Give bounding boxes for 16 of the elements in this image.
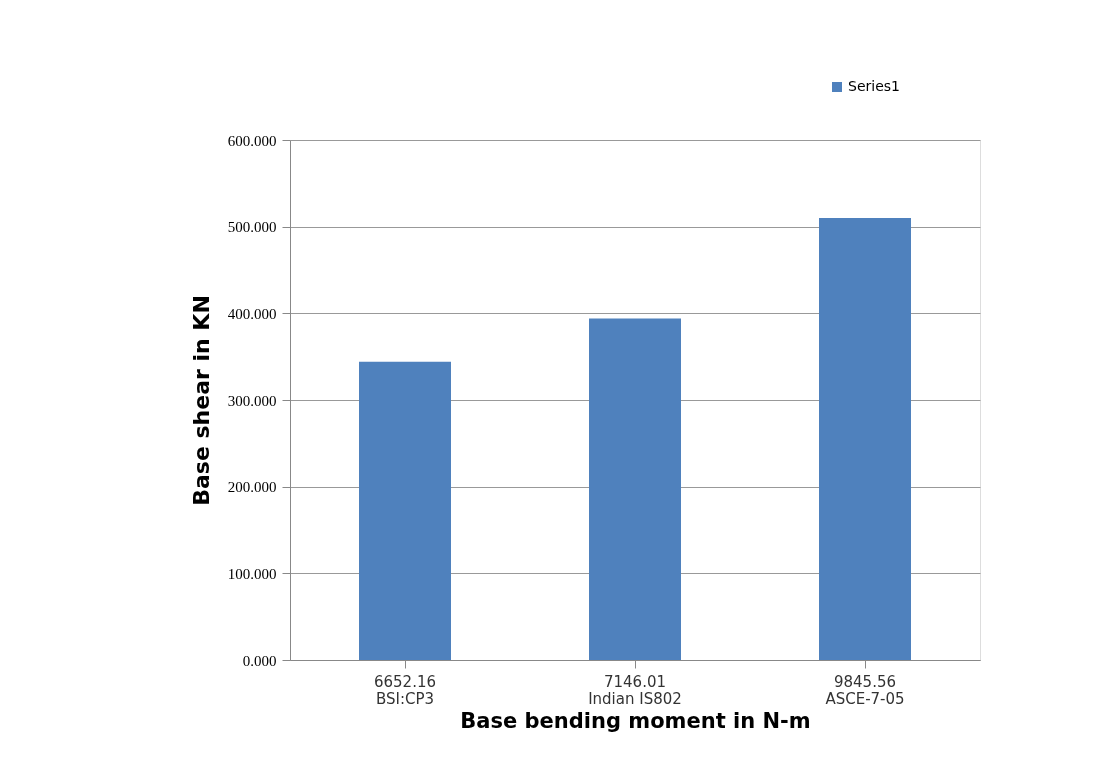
y-tick-label: 300.000: [227, 392, 277, 409]
y-tick-label: 100.000: [227, 565, 277, 582]
y-tick-label: 0.000: [242, 652, 277, 669]
bar: [359, 361, 451, 660]
y-tick-label: 600.000: [227, 132, 277, 149]
y-tick-label: 400.000: [227, 305, 277, 322]
x-axis-title: Base bending moment in N-m: [460, 708, 811, 733]
x-tick-label: 9845.56 ASCE-7-05: [825, 672, 905, 708]
legend-label: Series1: [848, 78, 900, 94]
x-tick-label: 6652.16 BSI:CP3: [373, 672, 437, 708]
bar: [589, 318, 681, 660]
x-tick-label: 7146.01 Indian IS802: [588, 672, 682, 708]
y-tick-label: 200.000: [227, 479, 277, 496]
y-tick-label: 500.000: [227, 219, 277, 236]
bar: [819, 218, 911, 660]
y-axis-title: Base shear in KN: [188, 295, 214, 506]
